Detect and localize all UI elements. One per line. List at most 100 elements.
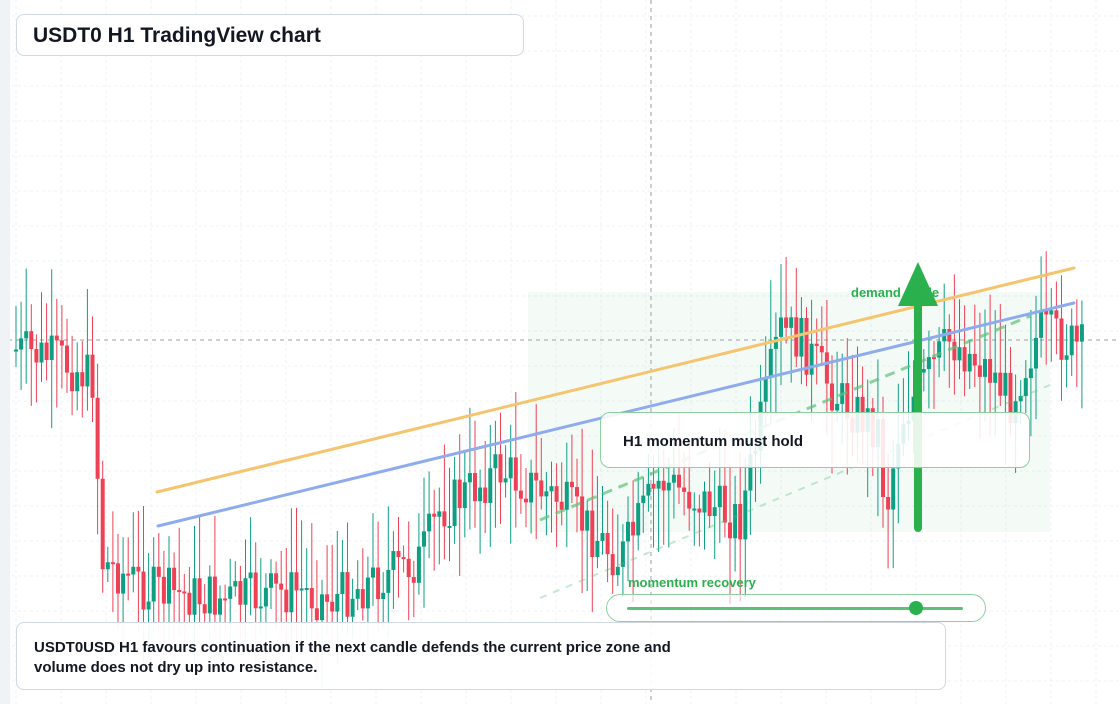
candle-down (977, 365, 982, 377)
candle-up (24, 331, 29, 339)
candle-down (110, 562, 115, 565)
candle-up (289, 572, 294, 613)
candle-down (116, 563, 120, 594)
candle-up (391, 551, 396, 570)
candle-down (738, 503, 743, 540)
candle-down (182, 591, 187, 594)
candle-down (396, 551, 401, 558)
candle-down (559, 501, 564, 510)
slider-thumb[interactable] (908, 601, 923, 615)
candle-up (957, 347, 962, 361)
candle-down (1008, 372, 1013, 424)
candle-up (488, 468, 493, 503)
candle-down (524, 498, 528, 503)
candle-down (44, 342, 49, 360)
candle-down (947, 329, 952, 342)
candle-down (1044, 310, 1049, 315)
candle-down (518, 490, 523, 499)
candle-down (95, 397, 100, 479)
candle-up (835, 403, 840, 411)
candle-down (631, 521, 636, 536)
candle-down (722, 485, 727, 523)
candle-up (75, 372, 80, 392)
candle-up (799, 318, 804, 357)
candle-down (457, 479, 462, 509)
analysis-caption: USDT0USD H1 favours continuation if the … (34, 639, 671, 676)
candle-up (49, 335, 54, 360)
candle-down (284, 589, 289, 613)
candle-down (330, 601, 335, 612)
candle-down (661, 480, 666, 491)
candle-up (452, 479, 457, 526)
candle-up (371, 567, 375, 578)
candle-up (508, 457, 513, 479)
left-scale-strip (0, 0, 10, 704)
candle-down (580, 496, 585, 531)
candle-down (325, 594, 330, 602)
candle-down (677, 474, 681, 488)
candle-down (274, 573, 279, 584)
candle-up (299, 588, 304, 591)
momentum-note-box: H1 momentum must hold (600, 412, 1030, 468)
candle-down (575, 487, 579, 497)
candle-down (309, 588, 314, 609)
candle-up (712, 507, 717, 517)
candle-up (809, 343, 814, 375)
green-dashed-support (539, 314, 1031, 522)
candle-down (294, 572, 299, 591)
candle-up (671, 474, 676, 483)
candle-down (952, 341, 957, 361)
candle-up (743, 490, 748, 540)
candle-up (763, 377, 768, 402)
candle-down (1054, 310, 1059, 319)
candle-up (131, 566, 136, 575)
candle-up (478, 487, 483, 502)
candle-up (493, 454, 498, 469)
candle-up (427, 513, 432, 532)
momentum-recovery-label: momentum recovery (628, 575, 756, 590)
momentum-slider[interactable] (606, 594, 986, 622)
candle-down (473, 473, 477, 502)
candle-down (156, 566, 161, 577)
candle-down (830, 383, 834, 411)
candle-up (921, 369, 926, 373)
candle-down (651, 483, 656, 489)
candle-up (381, 592, 386, 600)
candle-up (365, 577, 370, 609)
candle-up (416, 546, 421, 583)
candle-down (80, 372, 85, 387)
candle-up (228, 586, 233, 599)
candle-up (39, 342, 44, 363)
candle-up (748, 454, 753, 491)
candle-down (187, 592, 192, 615)
candle-up (544, 491, 549, 497)
candle-up (447, 525, 452, 528)
analysis-caption-box: USDT0USD H1 favours continuation if the … (16, 622, 946, 690)
candle-down (1059, 318, 1064, 360)
candle-up (967, 353, 972, 372)
candle-down (539, 480, 544, 497)
candle-up (1049, 310, 1054, 315)
candle-up (146, 601, 151, 610)
candle-down (610, 554, 615, 576)
candle-up (891, 468, 896, 510)
candle-up (549, 486, 554, 492)
candle-down (141, 571, 146, 610)
candle-down (432, 513, 437, 517)
candle-down (513, 457, 518, 491)
candle-up (269, 573, 273, 588)
candle-up (19, 338, 24, 350)
candle-down (972, 353, 977, 366)
candle-up (702, 491, 707, 513)
candle-up (692, 508, 697, 511)
candle-up (733, 503, 738, 539)
candle-down (345, 572, 350, 617)
candle-up (600, 532, 605, 541)
candle-up (615, 566, 620, 576)
candle-up (768, 348, 773, 378)
candle-up (121, 573, 126, 594)
candle-up (773, 336, 778, 349)
candle-down (401, 557, 406, 560)
candle-up (937, 341, 942, 358)
candle-down (998, 372, 1003, 396)
